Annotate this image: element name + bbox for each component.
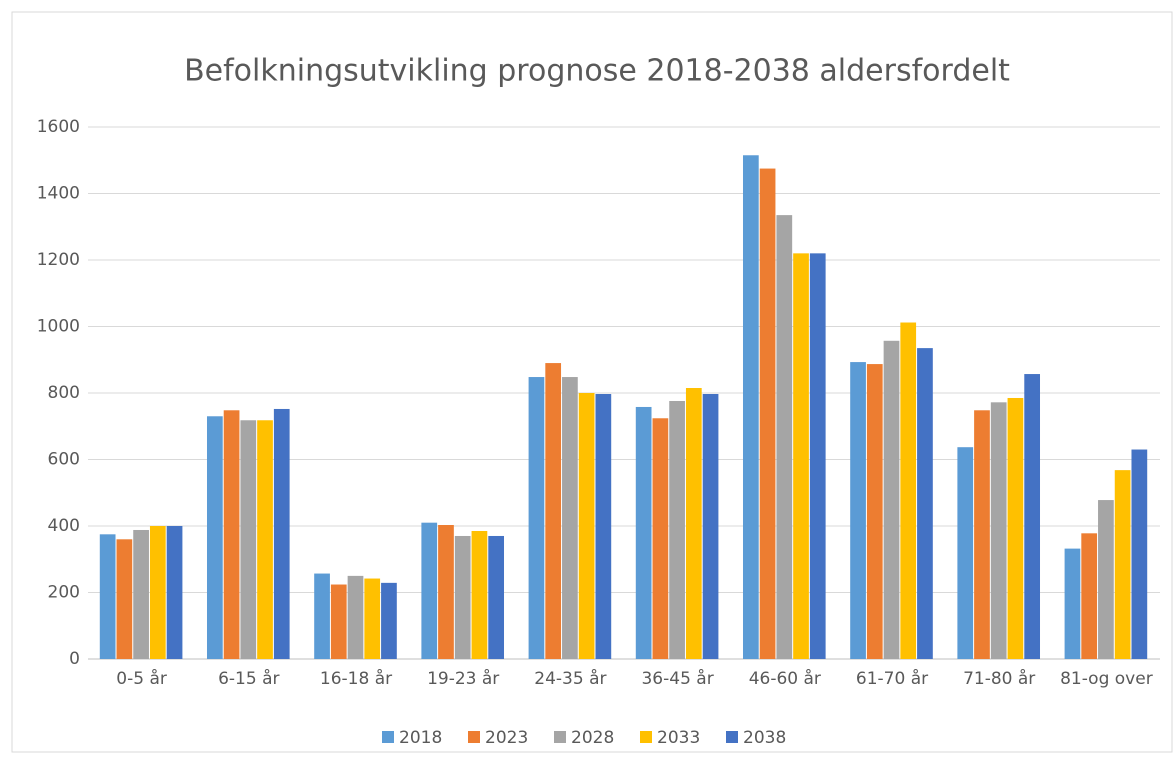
legend-swatch	[554, 731, 566, 743]
chart-title: Befolkningsutvikling prognose 2018-2038 …	[184, 54, 1010, 89]
y-tick-label: 1200	[37, 250, 80, 270]
legend-swatch	[382, 731, 394, 743]
bar	[1064, 548, 1081, 659]
bar	[866, 364, 883, 659]
legend-label: 2023	[485, 728, 528, 748]
bar	[116, 539, 133, 659]
bar	[330, 584, 347, 659]
x-tick-label: 71-80 år	[963, 668, 1035, 689]
bar	[595, 393, 612, 659]
x-tick-label: 81-og over	[1060, 669, 1153, 689]
y-tick-label: 0	[69, 649, 80, 669]
y-tick-label: 1600	[37, 117, 80, 137]
bar	[1007, 397, 1024, 659]
bar	[99, 534, 116, 659]
x-tick-label: 61-70 år	[856, 668, 928, 689]
legend-label: 2018	[399, 728, 442, 748]
x-tick-label: 16-18 år	[320, 668, 392, 689]
bar	[364, 578, 381, 659]
bar	[900, 322, 917, 659]
bar	[702, 393, 719, 659]
bar	[206, 416, 223, 659]
bar	[133, 529, 149, 659]
bar	[381, 582, 397, 659]
bar	[850, 362, 866, 659]
legend-swatch	[468, 731, 480, 743]
bar	[809, 253, 826, 659]
legend-swatch	[640, 731, 652, 743]
bar	[990, 402, 1007, 659]
x-tick-label: 6-15 år	[218, 668, 279, 689]
y-tick-label: 600	[48, 450, 80, 470]
bar	[257, 420, 273, 659]
bar	[635, 406, 652, 659]
y-tick-label: 1000	[37, 317, 80, 337]
bar	[273, 408, 290, 659]
bar	[240, 420, 257, 659]
bar	[685, 388, 702, 659]
legend-label: 2028	[571, 728, 614, 748]
bar	[545, 363, 562, 659]
legend-label: 2038	[743, 728, 786, 748]
x-tick-label: 46-60 år	[749, 668, 821, 689]
bar	[488, 535, 505, 659]
y-tick-label: 200	[48, 583, 80, 603]
x-tick-label: 0-5 år	[116, 668, 167, 689]
bar	[562, 377, 578, 659]
bar	[1024, 374, 1041, 659]
y-tick-label: 1400	[37, 184, 80, 204]
bar	[149, 526, 166, 659]
bar	[471, 530, 488, 659]
legend-label: 2033	[657, 728, 700, 748]
bar	[223, 410, 240, 659]
bar	[347, 575, 364, 659]
x-tick-label: 19-23 år	[427, 668, 499, 689]
bar	[1098, 500, 1114, 659]
x-tick-label: 24-35 år	[534, 668, 606, 689]
bar	[438, 525, 454, 659]
bar	[652, 418, 669, 659]
bar	[421, 522, 438, 659]
bar	[314, 573, 330, 659]
bar	[793, 253, 809, 659]
bar	[1081, 533, 1098, 659]
bar	[528, 377, 545, 659]
x-tick-label: 36-45 år	[641, 668, 713, 689]
bar	[974, 410, 990, 659]
bar	[759, 168, 776, 659]
y-tick-label: 800	[48, 383, 80, 403]
bar	[742, 155, 759, 659]
legend-swatch	[726, 731, 738, 743]
bar	[917, 348, 933, 659]
bar	[957, 447, 974, 659]
bar	[776, 215, 793, 660]
bar	[669, 400, 685, 659]
bar	[454, 535, 471, 659]
bar	[166, 526, 183, 659]
bar	[1114, 470, 1131, 659]
bar	[1131, 449, 1148, 659]
bar	[578, 393, 595, 659]
y-tick-label: 400	[48, 516, 80, 536]
bar	[883, 340, 900, 659]
